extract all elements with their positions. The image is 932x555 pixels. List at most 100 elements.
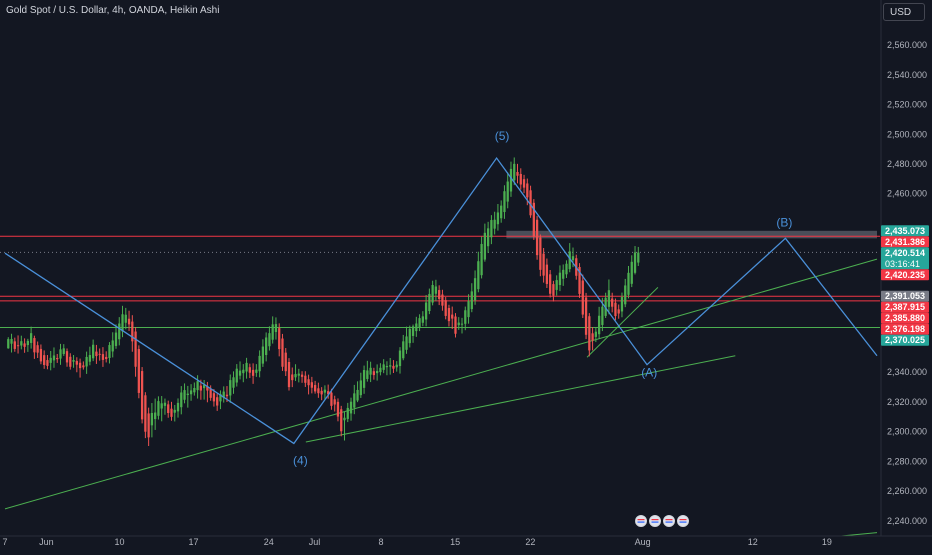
candle-body [385,366,389,368]
candle-body [382,364,385,370]
candle-body [545,264,549,284]
candle [496,203,500,231]
candle [186,385,189,408]
price-tag-bg [881,225,929,237]
candle [597,306,601,339]
candle [483,223,487,262]
candle-body [134,331,137,367]
y-tick-label: 2,480.000 [887,159,927,169]
candle-body [127,318,131,325]
candle [196,375,199,399]
candle-body [490,220,493,238]
price-tag: 2,387.915 [881,301,929,313]
candle-body [46,360,49,366]
candle [359,372,362,398]
candle [630,255,633,288]
candle-body [114,332,118,346]
candle-body [506,181,509,202]
candle [405,326,408,354]
candle [202,379,206,400]
candle [588,313,591,357]
wave-label: (5) [495,129,510,143]
candle [206,381,209,403]
candle-body [532,202,535,237]
candle [95,344,98,364]
price-tag-bg [881,301,929,313]
candle [493,211,496,235]
candle-body [304,375,307,383]
candle [385,361,389,376]
candle-body [261,346,265,364]
candle-body [637,252,640,263]
candle [535,215,539,260]
event-flag-icon[interactable] [635,515,647,527]
candle [320,387,323,401]
y-tick-label: 2,460.000 [887,189,927,199]
candle [251,363,255,384]
price-tag-bg [881,236,929,248]
candle-body [49,357,52,363]
candle-body [242,369,245,374]
y-tick-label: 2,560.000 [887,40,927,50]
candle [402,334,405,361]
price-tag-label: 2,420.235 [885,270,925,280]
candle [362,365,366,394]
candle [52,347,56,368]
plot-area[interactable]: (5) (4) (A) (B) [0,129,880,538]
currency-selector[interactable]: USD [883,3,925,21]
candle-body [43,355,46,365]
candle-body [581,280,584,315]
candle-body [418,318,421,328]
candle-body [522,179,526,188]
candle-body [627,272,630,295]
candle [173,404,176,422]
candle [72,355,75,368]
candle [131,315,134,352]
x-tick-label: Jun [39,537,54,547]
price-axis[interactable]: 2,560.000 2,540.000 2,520.000 2,500.000 2,48… [880,0,932,550]
candle [222,386,225,403]
candle [29,326,33,349]
candle-body [457,322,460,326]
candle-body [398,350,402,367]
time-axis[interactable]: 7 Jun 10 17 24 Jul 8 15 22 Aug 12 19 [0,535,932,550]
candle [229,374,232,403]
event-flag-icon[interactable] [677,515,689,527]
candle [92,339,95,362]
candle-body [431,285,434,303]
price-tag-bg [881,334,929,346]
candle-body [59,349,62,359]
event-flag-icon[interactable] [663,515,675,527]
candle [75,357,78,373]
candle [163,398,167,415]
candle-body [307,379,310,386]
candle-body [176,402,180,412]
event-flag-icon-stripe [637,521,645,523]
candle [522,174,526,194]
candle [189,384,193,401]
x-tick-label: 7 [2,537,7,547]
candle-body [238,370,242,376]
price-tag-bg [881,269,929,281]
candle-body [75,360,78,365]
candle [121,305,124,338]
candle-body [183,390,186,400]
candle [431,280,434,306]
candle [219,390,222,410]
candle [467,294,470,324]
candle-body [516,172,519,176]
candle [418,314,421,332]
candle-body [219,394,222,402]
candle-body [526,183,529,198]
candle-body [173,409,176,413]
event-flag-icon[interactable] [649,515,661,527]
economic-events[interactable] [635,515,689,527]
x-tick-label: 22 [525,537,535,547]
candle-body [340,409,343,432]
candle [457,317,460,330]
candle-body [98,353,101,355]
candle [490,215,493,245]
candle [444,297,447,320]
